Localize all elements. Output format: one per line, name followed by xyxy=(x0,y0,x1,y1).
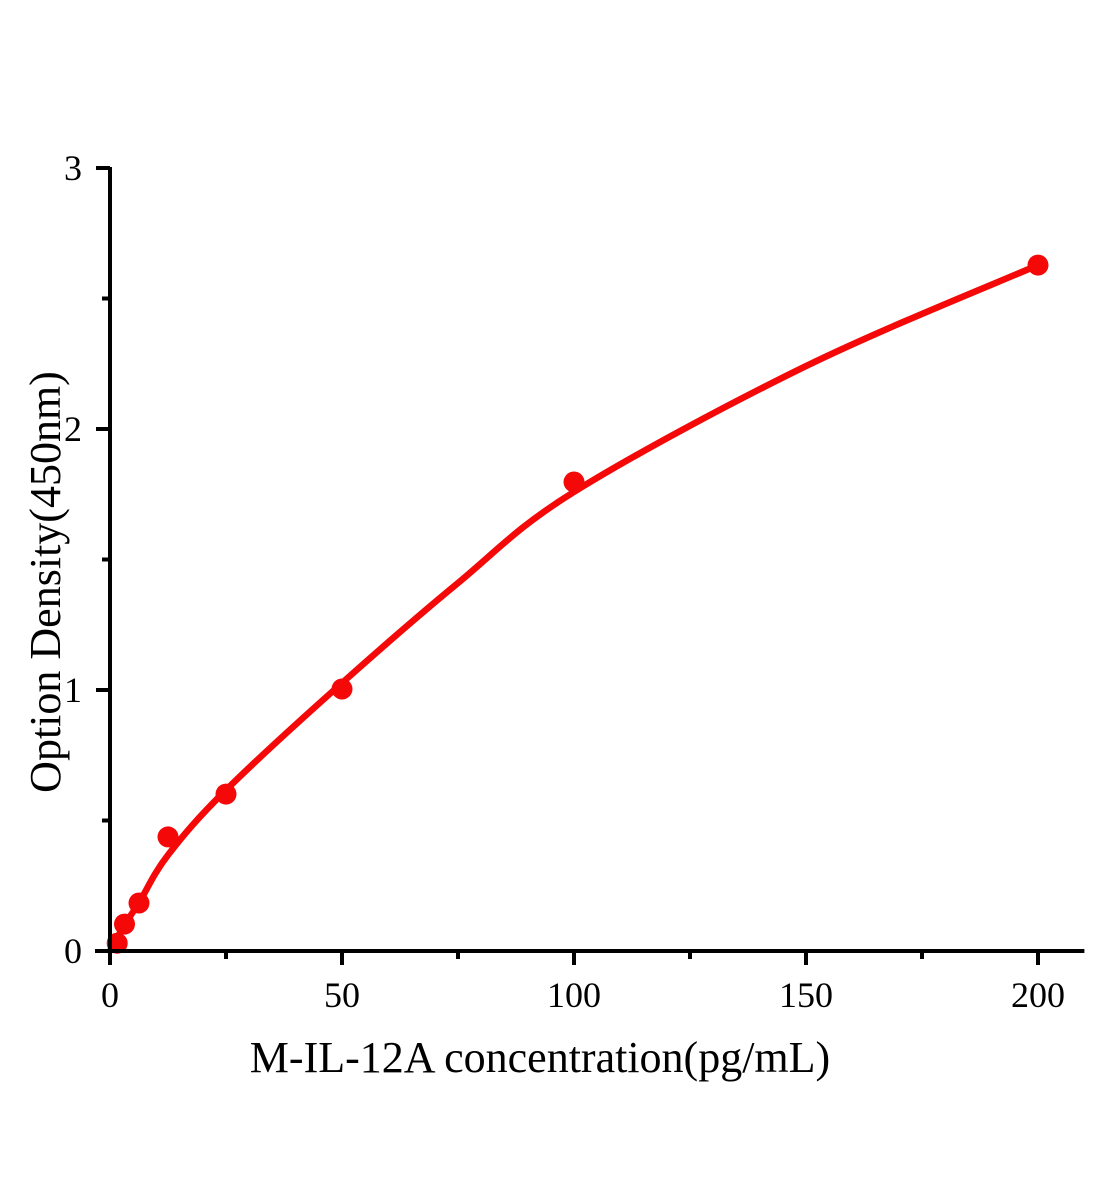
y-axis-title: Option Density(450nm) xyxy=(21,371,70,793)
y-tick-label-3: 3 xyxy=(64,148,82,188)
x-tick-label-50: 50 xyxy=(324,975,360,1015)
x-axis-title: M-IL-12A concentration(pg/mL) xyxy=(250,1033,830,1082)
data-point-12.5 xyxy=(157,826,179,848)
x-tick-label-200: 200 xyxy=(1011,975,1065,1015)
y-tick-label-0: 0 xyxy=(64,931,82,971)
data-point-200 xyxy=(1027,254,1049,276)
x-tick-label-100: 100 xyxy=(547,975,601,1015)
fit-curve xyxy=(106,261,1042,955)
y-tick-label-2: 2 xyxy=(64,409,82,449)
data-point-25 xyxy=(215,783,237,805)
data-point-50 xyxy=(331,678,353,700)
data-point-100 xyxy=(563,471,585,493)
data-point-3.12 xyxy=(114,913,135,935)
x-tick-label-0: 0 xyxy=(101,975,119,1015)
y-tick-label-1: 1 xyxy=(64,670,82,710)
data-point-6.25 xyxy=(128,892,150,914)
x-tick-label-150: 150 xyxy=(779,975,833,1015)
